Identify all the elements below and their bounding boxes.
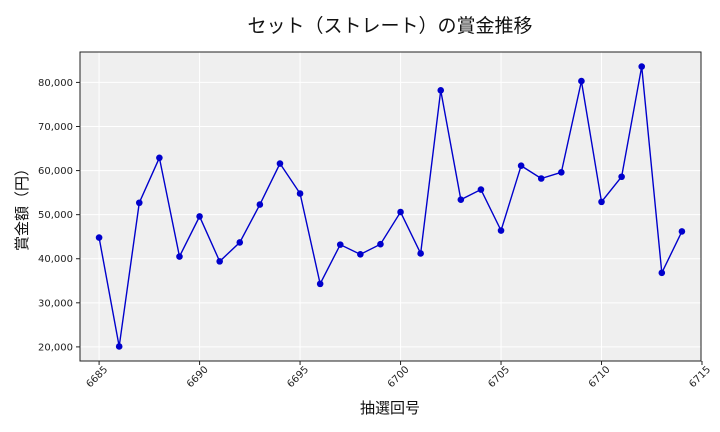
- data-point: [216, 258, 223, 265]
- data-point: [115, 343, 123, 350]
- data-point: [558, 169, 565, 176]
- data-point: [638, 63, 646, 70]
- y-tick-label: 20,000: [38, 342, 73, 353]
- y-tick-label: 40,000: [38, 254, 73, 265]
- y-axis-ticks: 20,000 30,000 40,000 50,000 60,000 70,000 80,0…: [38, 78, 80, 353]
- data-point: [417, 250, 424, 257]
- data-point: [477, 186, 485, 193]
- data-point: [678, 228, 686, 235]
- data-point: [497, 227, 505, 234]
- y-tick-label: 80,000: [38, 78, 73, 89]
- data-point: [176, 253, 183, 260]
- data-point: [397, 208, 404, 216]
- series-line: [98, 66, 683, 347]
- data-point: [135, 199, 143, 207]
- x-tick-label: 6700: [386, 364, 412, 390]
- plot-area: [80, 52, 701, 361]
- x-axis-ticks: 6685 6690 6695 6700 6705 6710 6715: [84, 361, 713, 390]
- y-tick-label: 60,000: [38, 166, 73, 177]
- x-tick-label: 6685: [84, 364, 110, 390]
- x-tick-label: 6705: [486, 364, 512, 390]
- data-point: [578, 77, 585, 85]
- plot-frame: [79, 51, 702, 362]
- y-tick-label: 70,000: [38, 122, 73, 133]
- x-tick-label: 6695: [285, 364, 311, 390]
- data-point: [618, 173, 625, 181]
- data-point: [457, 196, 465, 203]
- data-point: [316, 280, 324, 288]
- grid-lines: [80, 52, 703, 361]
- data-point: [517, 162, 525, 170]
- data-point: [598, 198, 605, 206]
- data-point: [156, 154, 163, 162]
- x-tick-label: 6715: [687, 364, 713, 390]
- data-point: [658, 269, 666, 277]
- data-point: [377, 240, 384, 248]
- data-point: [537, 175, 545, 182]
- data-point: [296, 190, 304, 197]
- data-point: [336, 241, 344, 248]
- plot-border: [79, 51, 702, 362]
- series-layer: [95, 63, 686, 350]
- data-point: [236, 239, 244, 246]
- x-tick-label: 6710: [587, 364, 613, 390]
- data-point: [256, 201, 264, 208]
- data-point: [95, 234, 103, 241]
- data-point: [276, 160, 284, 167]
- data-point: [437, 87, 445, 94]
- y-axis-title: 賞金額（円）: [13, 161, 31, 251]
- y-tick-label: 30,000: [38, 298, 73, 309]
- x-tick-label: 6690: [185, 364, 211, 390]
- data-point: [357, 251, 364, 258]
- data-point: [196, 213, 203, 220]
- y-tick-label: 50,000: [38, 210, 73, 221]
- chart-title: セット（ストレート）の賞金推移: [247, 15, 532, 37]
- x-axis-title: 抽選回号: [360, 399, 420, 417]
